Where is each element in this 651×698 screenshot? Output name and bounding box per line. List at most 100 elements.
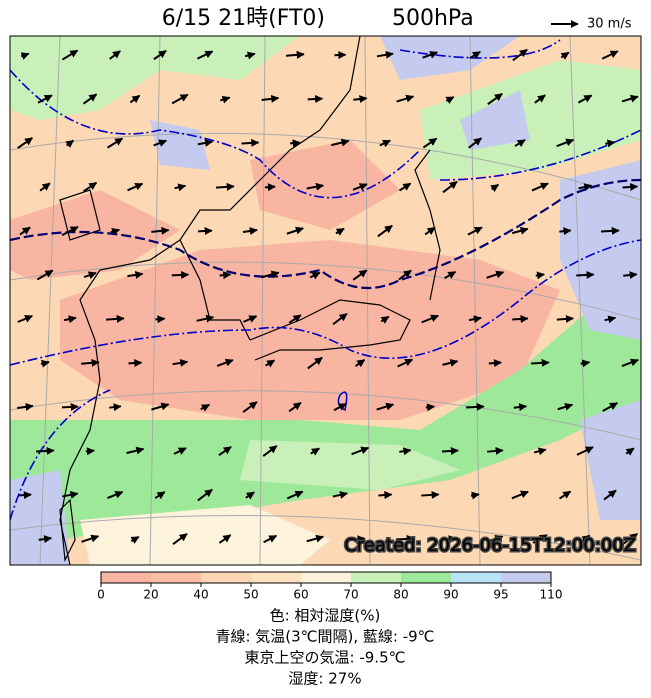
wind-arrow [36,269,54,281]
wind-arrow [376,402,395,411]
wind-arrow [219,271,232,280]
wind-arrow [467,226,483,236]
wind-arrow [109,50,121,60]
wind-arrow [557,403,574,411]
wind-arrow [307,356,323,370]
wind-arrow [355,535,366,544]
wind-arrow [20,52,30,60]
wind-arrow [468,137,482,149]
wind-arrow [379,139,391,148]
wind-arrow [376,50,394,59]
wind-arrow [468,315,482,324]
wind-arrow [16,402,34,411]
wind-arrow [354,359,366,368]
wind-arrow [17,137,33,149]
colorbar-segment [451,572,502,583]
wind-arrow [442,180,458,194]
wind-arrow [334,51,347,60]
wind-arrow [40,359,50,368]
wind-arrow [622,182,639,191]
wind-arrow [335,227,345,236]
wind-arrow [625,447,635,456]
wind-arrow [286,490,304,500]
wind-arrow [443,270,457,280]
wind-arrow [577,94,593,104]
wind-arrow [470,491,480,500]
wind-arrow [511,226,529,235]
colorbar-tick-label: 70 [343,588,358,602]
wind-arrow [17,315,34,323]
wind-arrow [424,226,436,236]
wind-arrow [600,226,620,235]
wind-arrow [576,270,595,279]
wind-arrow [126,446,145,455]
wind-arrow [63,315,77,324]
colorbar-segment [351,572,402,583]
colorbar-tick-label: 40 [193,588,208,602]
wind-arrow [82,93,98,105]
wind-arrow [579,534,591,544]
wind-arrow [265,359,276,368]
caption-line: 湿度: 27% [288,670,361,688]
wind-arrow [421,490,440,499]
map-frame [9,35,642,566]
wind-arrow [109,403,122,412]
wind-arrow [531,358,550,367]
wind-arrow [243,315,258,323]
wind-arrow [215,182,235,191]
wind-arrow [395,534,415,543]
wind-arrow [197,139,213,147]
wind-arrow [622,532,638,546]
wind-arrow [534,94,546,104]
wind-arrow [466,402,485,411]
wind-arrow [81,534,100,543]
wind-arrow [490,183,500,193]
wind-arrow [245,491,255,500]
wind-arrow [306,534,325,543]
wind-arrow [261,94,280,103]
wind-arrow [171,270,190,279]
wind-arrow [309,271,321,280]
wind-arrow [196,50,214,60]
wind-arrow [511,490,529,500]
colorbar-tick-label: 0 [97,588,105,602]
wind-arrow [285,50,305,59]
wind-arrow [605,139,616,148]
wind-arrow [307,94,324,103]
colorbar-segment [401,572,452,583]
colorbar-segment [151,572,202,583]
wind-arrow [242,227,258,235]
wind-arrow [558,490,572,500]
wind-arrow [197,488,213,502]
wind-arrow [398,269,412,281]
caption-line: 色: 相対湿度(%) [270,607,381,625]
wind-arrow [578,183,593,192]
wind-arrow [398,182,412,192]
caption-line: 青線: 気温(3℃間隔), 藍線: -9℃ [215,628,434,646]
wind-arrow [352,183,368,191]
wind-arrow [151,226,170,235]
wind-arrow [172,532,188,546]
wind-arrow [310,447,320,456]
caption-line: 東京上空の気温: -9.5℃ [245,649,406,667]
wind-arrow [286,226,304,235]
wind-arrow [151,402,170,411]
wind-arrow [444,535,457,544]
wind-arrow [261,270,280,279]
level: 500hPa [392,6,474,31]
wind-arrow [621,94,639,103]
wind-arrow [532,534,548,544]
wind-arrow [486,270,505,279]
wind-arrow [130,535,140,544]
wind-arrow [82,181,98,193]
wind-arrow [127,182,144,192]
wind-arrow [531,182,549,192]
wind-arrow [331,138,350,147]
wind-arrow [425,403,436,412]
colorbar-frame [100,571,552,584]
wind-arrow [196,314,215,323]
wind-arrow [83,271,97,280]
colorbar: 0 20 40 50 60 70 80 90 95 110 [97,571,562,602]
colorbar-segment [101,572,152,583]
wind-arrow [218,445,232,457]
